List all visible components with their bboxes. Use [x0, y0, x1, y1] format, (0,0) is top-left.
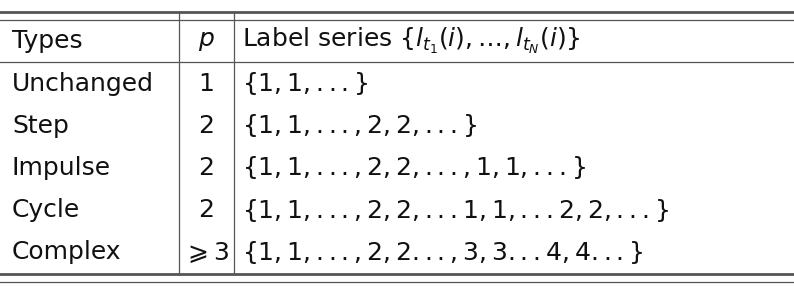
Text: Unchanged: Unchanged — [12, 71, 154, 96]
Text: Impulse: Impulse — [12, 156, 111, 180]
Text: $\{1, 1, ..., 2, 2..., 3, 3...4, 4...\}$: $\{1, 1, ..., 2, 2..., 3, 3...4, 4...\}$ — [242, 239, 644, 266]
Text: $\{1, 1, ..., 2, 2, ...\}$: $\{1, 1, ..., 2, 2, ...\}$ — [242, 112, 477, 139]
Text: Step: Step — [12, 114, 69, 138]
Text: 1: 1 — [198, 71, 214, 96]
Text: Label series $\{l_{t_1}(i), \ldots, l_{t_N}(i)\}$: Label series $\{l_{t_1}(i), \ldots, l_{t… — [242, 26, 580, 56]
Text: Complex: Complex — [12, 240, 121, 264]
Text: Cycle: Cycle — [12, 198, 80, 222]
Text: $\{1, 1, ...\}$: $\{1, 1, ...\}$ — [242, 70, 368, 97]
Text: $\{1, 1, ..., 2, 2, ...1, 1, ...2, 2, ...\}$: $\{1, 1, ..., 2, 2, ...1, 1, ...2, 2, ..… — [242, 197, 669, 224]
Text: 2: 2 — [198, 198, 214, 222]
Text: 2: 2 — [198, 114, 214, 138]
Text: $p$: $p$ — [198, 29, 215, 53]
Text: $\{1, 1, ..., 2, 2, ..., 1, 1, ...\}$: $\{1, 1, ..., 2, 2, ..., 1, 1, ...\}$ — [242, 154, 586, 181]
Text: Types: Types — [12, 29, 83, 53]
Text: 2: 2 — [198, 156, 214, 180]
Text: $\geqslant 3$: $\geqslant 3$ — [183, 240, 229, 265]
